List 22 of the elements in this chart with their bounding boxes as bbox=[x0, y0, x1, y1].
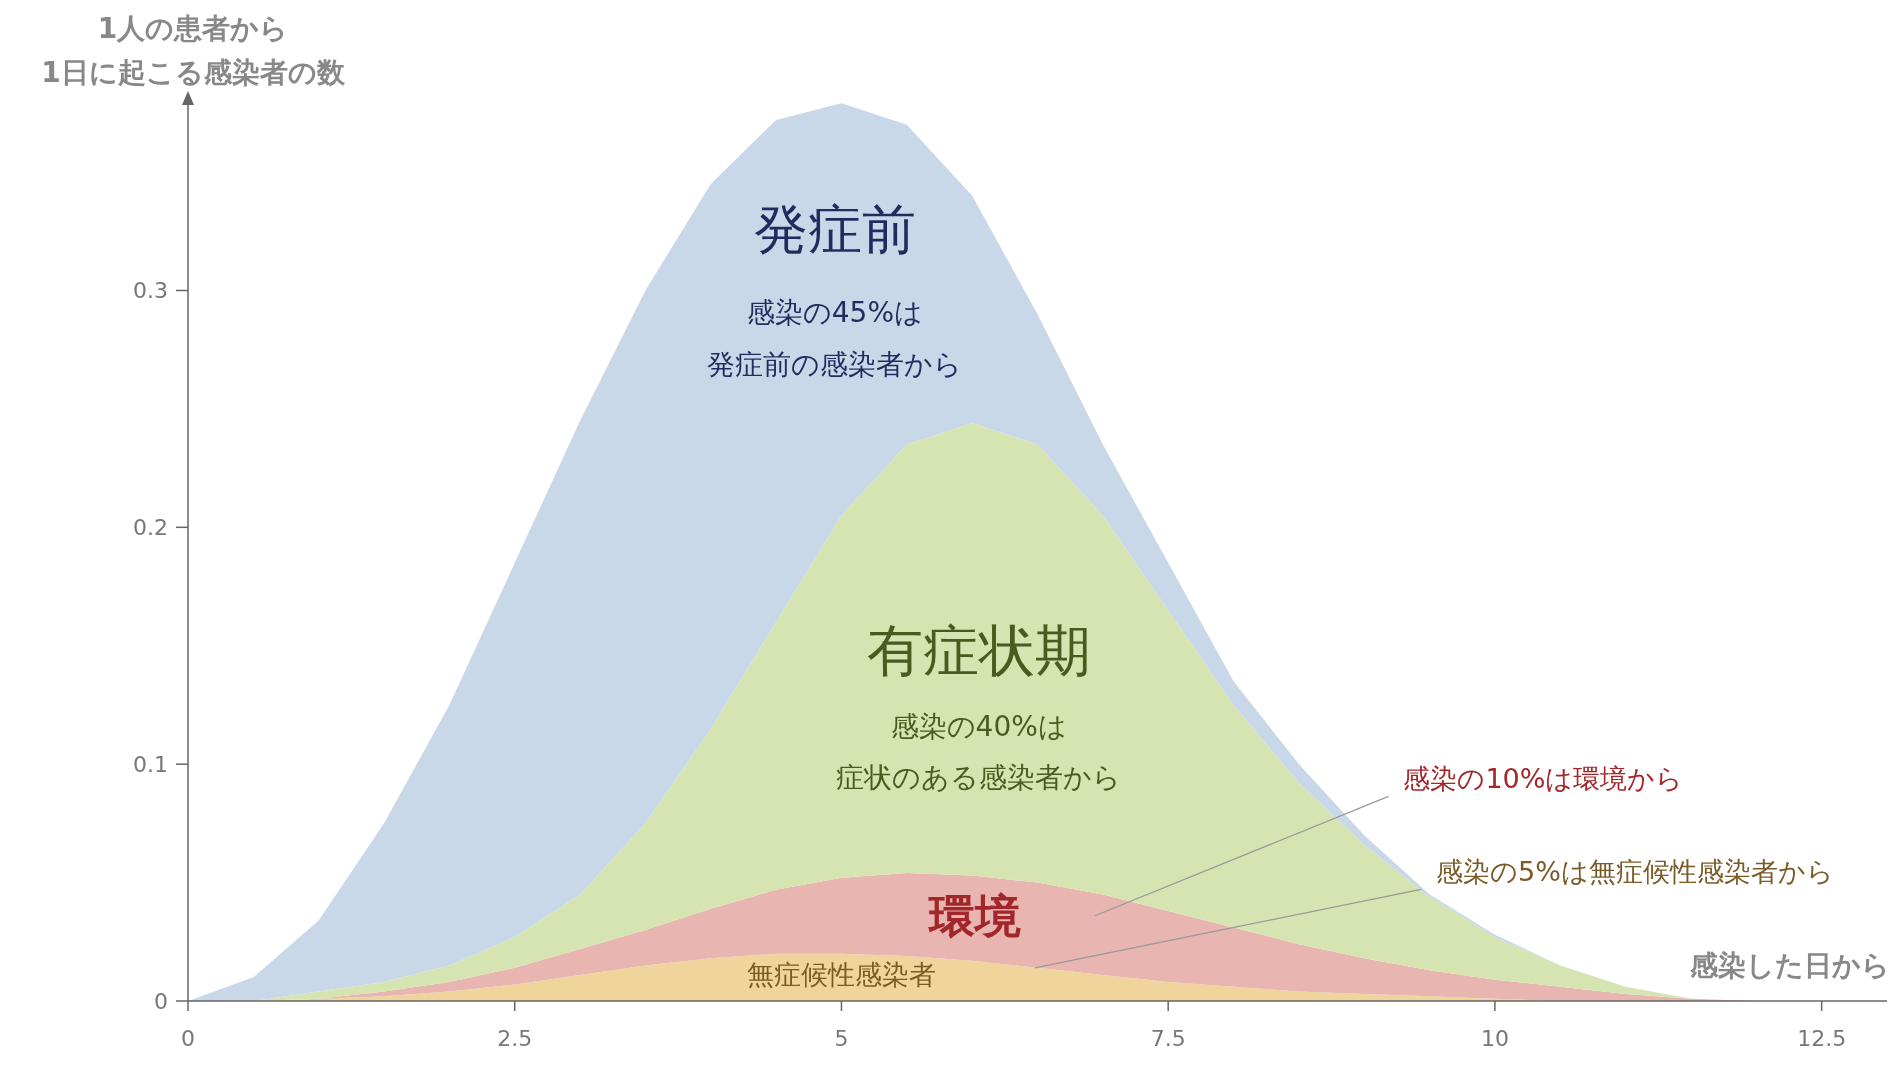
annotation: 症状のある感染者から bbox=[836, 761, 1122, 795]
x-tick-label: 10 bbox=[1480, 1026, 1509, 1051]
series-label: 有症状期 bbox=[866, 618, 1091, 684]
series-label: 環境 bbox=[926, 888, 1021, 943]
x-tick-label: 7.5 bbox=[1150, 1026, 1186, 1051]
annotation: 感染の10%は環境から bbox=[1403, 763, 1684, 795]
y-tick-label: 0 bbox=[154, 989, 168, 1014]
x-tick-label: 12.5 bbox=[1797, 1026, 1847, 1051]
x-tick-label: 0 bbox=[181, 1026, 195, 1051]
annotation: 発症前の感染者から bbox=[707, 347, 963, 381]
x-tick-label: 2.5 bbox=[497, 1026, 533, 1051]
annotation: 感染の5%は無症候性感染者から bbox=[1436, 856, 1834, 888]
series-label: 発症前 bbox=[753, 197, 916, 261]
annotation: 感染の45%は bbox=[746, 295, 924, 329]
series-label: 無症候性感染者 bbox=[746, 959, 936, 991]
y-tick-label: 0.1 bbox=[133, 752, 168, 778]
y-tick-label: 0.3 bbox=[133, 278, 168, 304]
y-axis-title: 1人の患者から 1日に起こる感染者の数 bbox=[41, 12, 346, 89]
annotation: 感染の40%は bbox=[890, 710, 1067, 744]
x-axis-title: 感染した日から bbox=[1689, 949, 1890, 982]
y-tick-label: 0.2 bbox=[133, 515, 168, 541]
x-tick-label: 5 bbox=[834, 1026, 849, 1051]
